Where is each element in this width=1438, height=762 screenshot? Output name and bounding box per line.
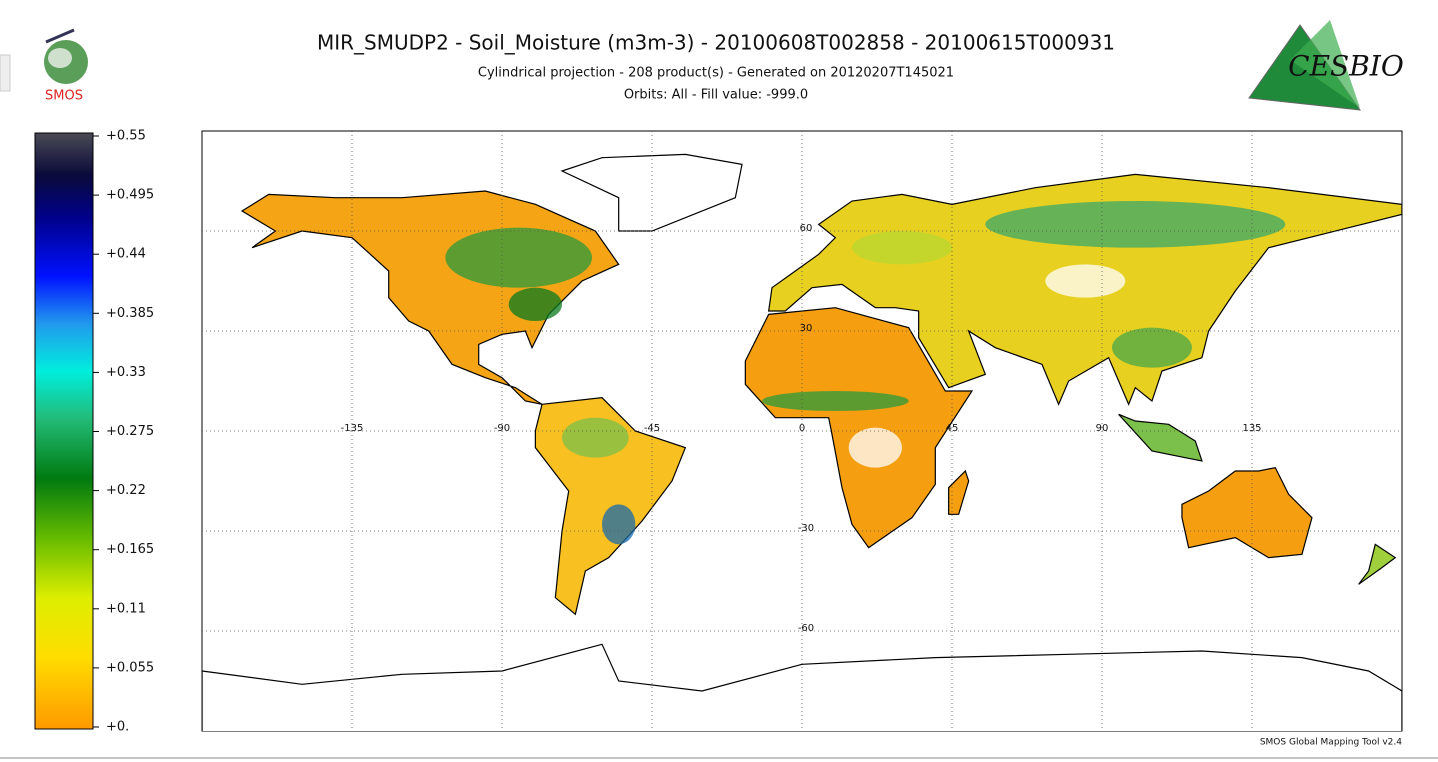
title: MIR_SMUDP2 - Soil_Moisture (m3m-3) - 201… xyxy=(317,31,1115,55)
colorbar-label: +0.22 xyxy=(106,483,146,498)
australia xyxy=(1182,468,1312,558)
colorbar-label: +0. xyxy=(106,720,129,735)
footer: SMOS Global Mapping Tool v2.4 xyxy=(1260,738,1402,748)
colorbar-label: +0.33 xyxy=(106,365,146,380)
logo-text: CESBIO xyxy=(1288,50,1404,83)
lat-label: 60 xyxy=(800,223,813,234)
islands xyxy=(1119,414,1202,461)
colorbar-label: +0.11 xyxy=(106,601,146,616)
moisture-overlay xyxy=(445,201,1286,545)
side-tab xyxy=(0,54,11,92)
smos-logo: SMOS xyxy=(44,28,88,104)
colorbar-label: +0.44 xyxy=(106,247,146,262)
greenland xyxy=(562,154,742,231)
colorbar-label: +0.385 xyxy=(106,306,154,321)
lon-label: 135 xyxy=(1242,423,1261,434)
lat-label: 30 xyxy=(800,323,813,334)
logo-text: SMOS xyxy=(45,89,83,104)
lon-label: -135 xyxy=(341,423,364,434)
colorbar-label: +0.275 xyxy=(106,424,154,439)
colorbar xyxy=(34,132,94,730)
colorbar-label: +0.495 xyxy=(106,188,154,203)
lat-label: -30 xyxy=(798,523,814,534)
land-layer xyxy=(202,154,1402,731)
cesbio-logo: CESBIO xyxy=(1248,20,1404,111)
colorbar-label: +0.55 xyxy=(106,129,146,144)
subtitle: Orbits: All - Fill value: -999.0 xyxy=(624,88,808,103)
lat-label: -60 xyxy=(798,623,814,634)
colorbar-label: +0.165 xyxy=(106,542,154,557)
lon-label: 45 xyxy=(946,423,959,434)
lon-label: -90 xyxy=(494,423,510,434)
lon-label: 90 xyxy=(1096,423,1109,434)
new-zealand xyxy=(1359,544,1396,584)
madagascar xyxy=(949,471,969,514)
lon-label: 0 xyxy=(799,423,805,434)
colorbar-label: +0.055 xyxy=(106,660,154,675)
subtitle: Cylindrical projection - 208 product(s) … xyxy=(478,66,954,81)
lon-label: -45 xyxy=(644,423,660,434)
